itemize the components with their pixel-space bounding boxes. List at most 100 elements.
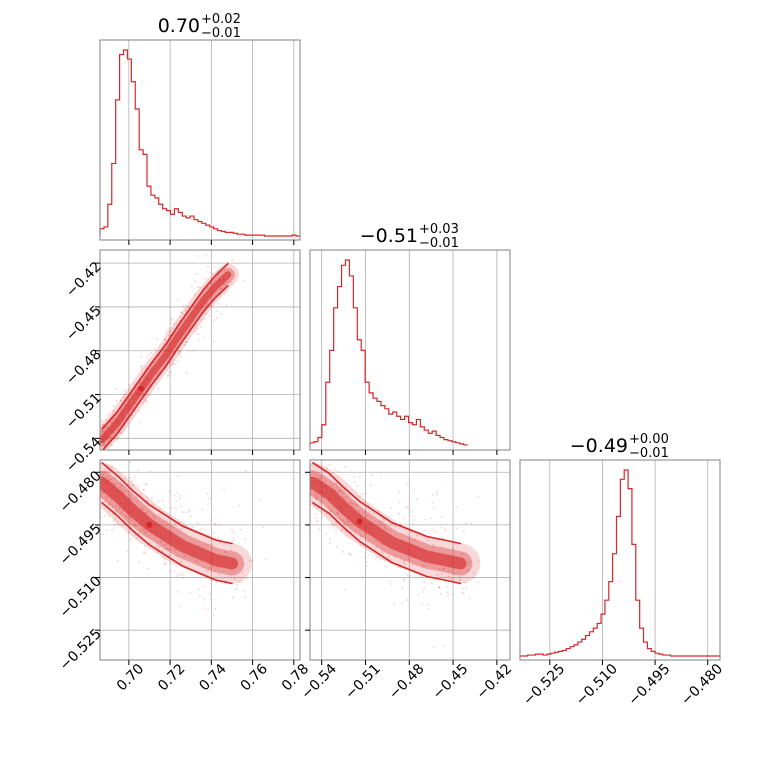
scatter-point	[337, 490, 340, 493]
scatter-point	[142, 488, 145, 491]
histogram-step-param-1	[309, 259, 468, 446]
scatter-point	[165, 543, 168, 546]
scatter-point	[375, 546, 378, 549]
scatter-point	[341, 528, 344, 531]
scatter-point	[438, 567, 441, 570]
scatter-point	[192, 526, 195, 529]
scatter-point	[129, 538, 132, 541]
scatter-point	[208, 314, 211, 317]
scatter-point	[115, 388, 118, 391]
scatter-point	[171, 362, 174, 365]
scatter-point	[137, 532, 140, 535]
scatter-point	[206, 303, 209, 306]
scatter-point	[353, 504, 356, 507]
scatter-point	[360, 493, 363, 496]
scatter-point	[167, 327, 170, 330]
scatter-point	[217, 302, 220, 305]
scatter-point	[332, 525, 335, 528]
scatter-point	[379, 476, 382, 479]
scatter-point	[394, 555, 397, 558]
scatter-point	[329, 463, 332, 466]
scatter-point	[405, 483, 408, 486]
scatter-point	[206, 492, 209, 495]
scatter-point	[405, 574, 408, 577]
scatter-point	[442, 567, 445, 570]
scatter-point	[306, 498, 308, 500]
scatter-point	[330, 523, 333, 526]
scatter-point	[112, 432, 115, 435]
tick-layer: 0.70 0.72 0.74 0.76 0.78−0.54 −0.51 −0.48 −0.45…	[57, 240, 726, 709]
scatter-point	[125, 550, 128, 553]
scatter-point	[213, 279, 216, 282]
scatter-point	[213, 566, 216, 569]
scatter-point	[235, 583, 238, 586]
scatter-point	[316, 520, 319, 523]
scatter-point	[404, 506, 407, 509]
scatter-point	[429, 578, 432, 581]
scatter-point	[193, 348, 196, 351]
scatter-point	[102, 471, 105, 474]
scatter-point	[375, 556, 378, 559]
scatter-point	[142, 528, 145, 531]
scatter-point	[452, 548, 455, 551]
scatter-point	[98, 489, 100, 491]
scatter-point	[183, 555, 186, 558]
scatter-point	[349, 501, 352, 504]
scatter-point	[101, 419, 104, 422]
scatter-point	[145, 483, 148, 486]
scatter-point	[120, 483, 123, 486]
scatter-point	[477, 496, 480, 499]
scatter-point	[158, 545, 161, 548]
y-tick-label-param-2: −0.480	[57, 468, 105, 516]
x-tick-label-param-1: −0.42	[474, 661, 516, 703]
scatter-point	[398, 512, 401, 515]
scatter-point	[171, 363, 174, 366]
scatter-point	[169, 570, 172, 573]
scatter-point	[344, 530, 347, 533]
scatter-point	[214, 570, 217, 573]
scatter-point	[171, 526, 174, 529]
scatter-point	[125, 514, 128, 517]
scatter-point	[338, 489, 341, 492]
scatter-point	[194, 325, 197, 328]
scatter-point	[315, 496, 318, 499]
scatter-point	[104, 500, 107, 503]
scatter-point	[318, 477, 321, 480]
scatter-point	[213, 265, 216, 268]
scatter-point	[431, 493, 434, 496]
scatter-point	[404, 563, 407, 566]
scatter-point	[180, 311, 183, 314]
scatter-point	[138, 561, 141, 564]
scatter-point	[123, 477, 126, 480]
scatter-point	[223, 283, 226, 286]
scatter-point	[259, 499, 262, 502]
scatter-point	[331, 483, 334, 486]
scatter-point	[164, 562, 167, 565]
scatter-point	[124, 485, 127, 488]
scatter-point	[142, 508, 145, 511]
scatter-point	[403, 579, 406, 582]
scatter-point	[314, 513, 317, 516]
scatter-point	[120, 431, 123, 434]
histogram-step-param-2	[520, 469, 720, 657]
scatter-point	[393, 603, 396, 606]
scatter-point	[230, 281, 233, 284]
scatter-point	[110, 504, 113, 507]
scatter-point	[96, 499, 98, 501]
scatter-point	[128, 523, 131, 526]
scatter-point	[470, 522, 473, 525]
scatter-point	[199, 528, 202, 531]
scatter-point	[111, 466, 114, 469]
scatter-point	[125, 490, 128, 493]
scatter-point	[109, 421, 112, 424]
scatter-point	[329, 510, 332, 513]
scatter-point	[371, 473, 374, 476]
y-tick-label-param-1: −0.48	[63, 346, 105, 388]
scatter-point	[346, 520, 349, 523]
scatter-point	[202, 607, 205, 610]
scatter-point	[138, 382, 141, 385]
scatter-point	[213, 531, 216, 534]
scatter-point	[204, 312, 207, 315]
scatter-point	[350, 553, 353, 556]
scatter-point	[94, 492, 96, 494]
